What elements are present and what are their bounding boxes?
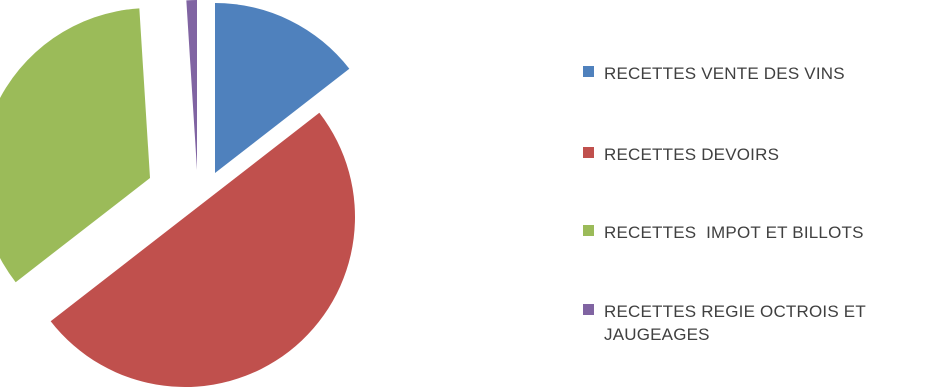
legend-item-vente-des-vins: RECETTES VENTE DES VINS xyxy=(583,62,924,85)
pie-slice-regie-octrois xyxy=(186,0,197,170)
pie-slice-impot-et-billots xyxy=(0,8,150,283)
legend-item-impot-et-billots: RECETTES IMPOT ET BILLOTS xyxy=(583,221,924,244)
legend-swatch-vente-des-vins xyxy=(583,66,594,77)
legend-swatch-impot-et-billots xyxy=(583,225,594,236)
pie-slice-devoirs xyxy=(50,112,356,388)
legend-swatch-regie-octrois xyxy=(583,304,594,315)
legend-swatch-devoirs xyxy=(583,147,594,158)
pie-plot-area xyxy=(0,0,356,388)
legend-item-regie-octrois: RECETTES REGIE OCTROIS ET JAUGEAGES xyxy=(583,300,924,346)
legend-label-regie-octrois: RECETTES REGIE OCTROIS ET JAUGEAGES xyxy=(604,302,871,344)
legend-item-devoirs: RECETTES DEVOIRS xyxy=(583,143,924,166)
legend-label-devoirs: RECETTES DEVOIRS xyxy=(604,145,780,164)
legend-label-impot-et-billots: RECETTES IMPOT ET BILLOTS xyxy=(604,223,864,242)
legend-label-vente-des-vins: RECETTES VENTE DES VINS xyxy=(604,64,845,83)
pie-slice-vente-des-vins xyxy=(215,3,350,173)
